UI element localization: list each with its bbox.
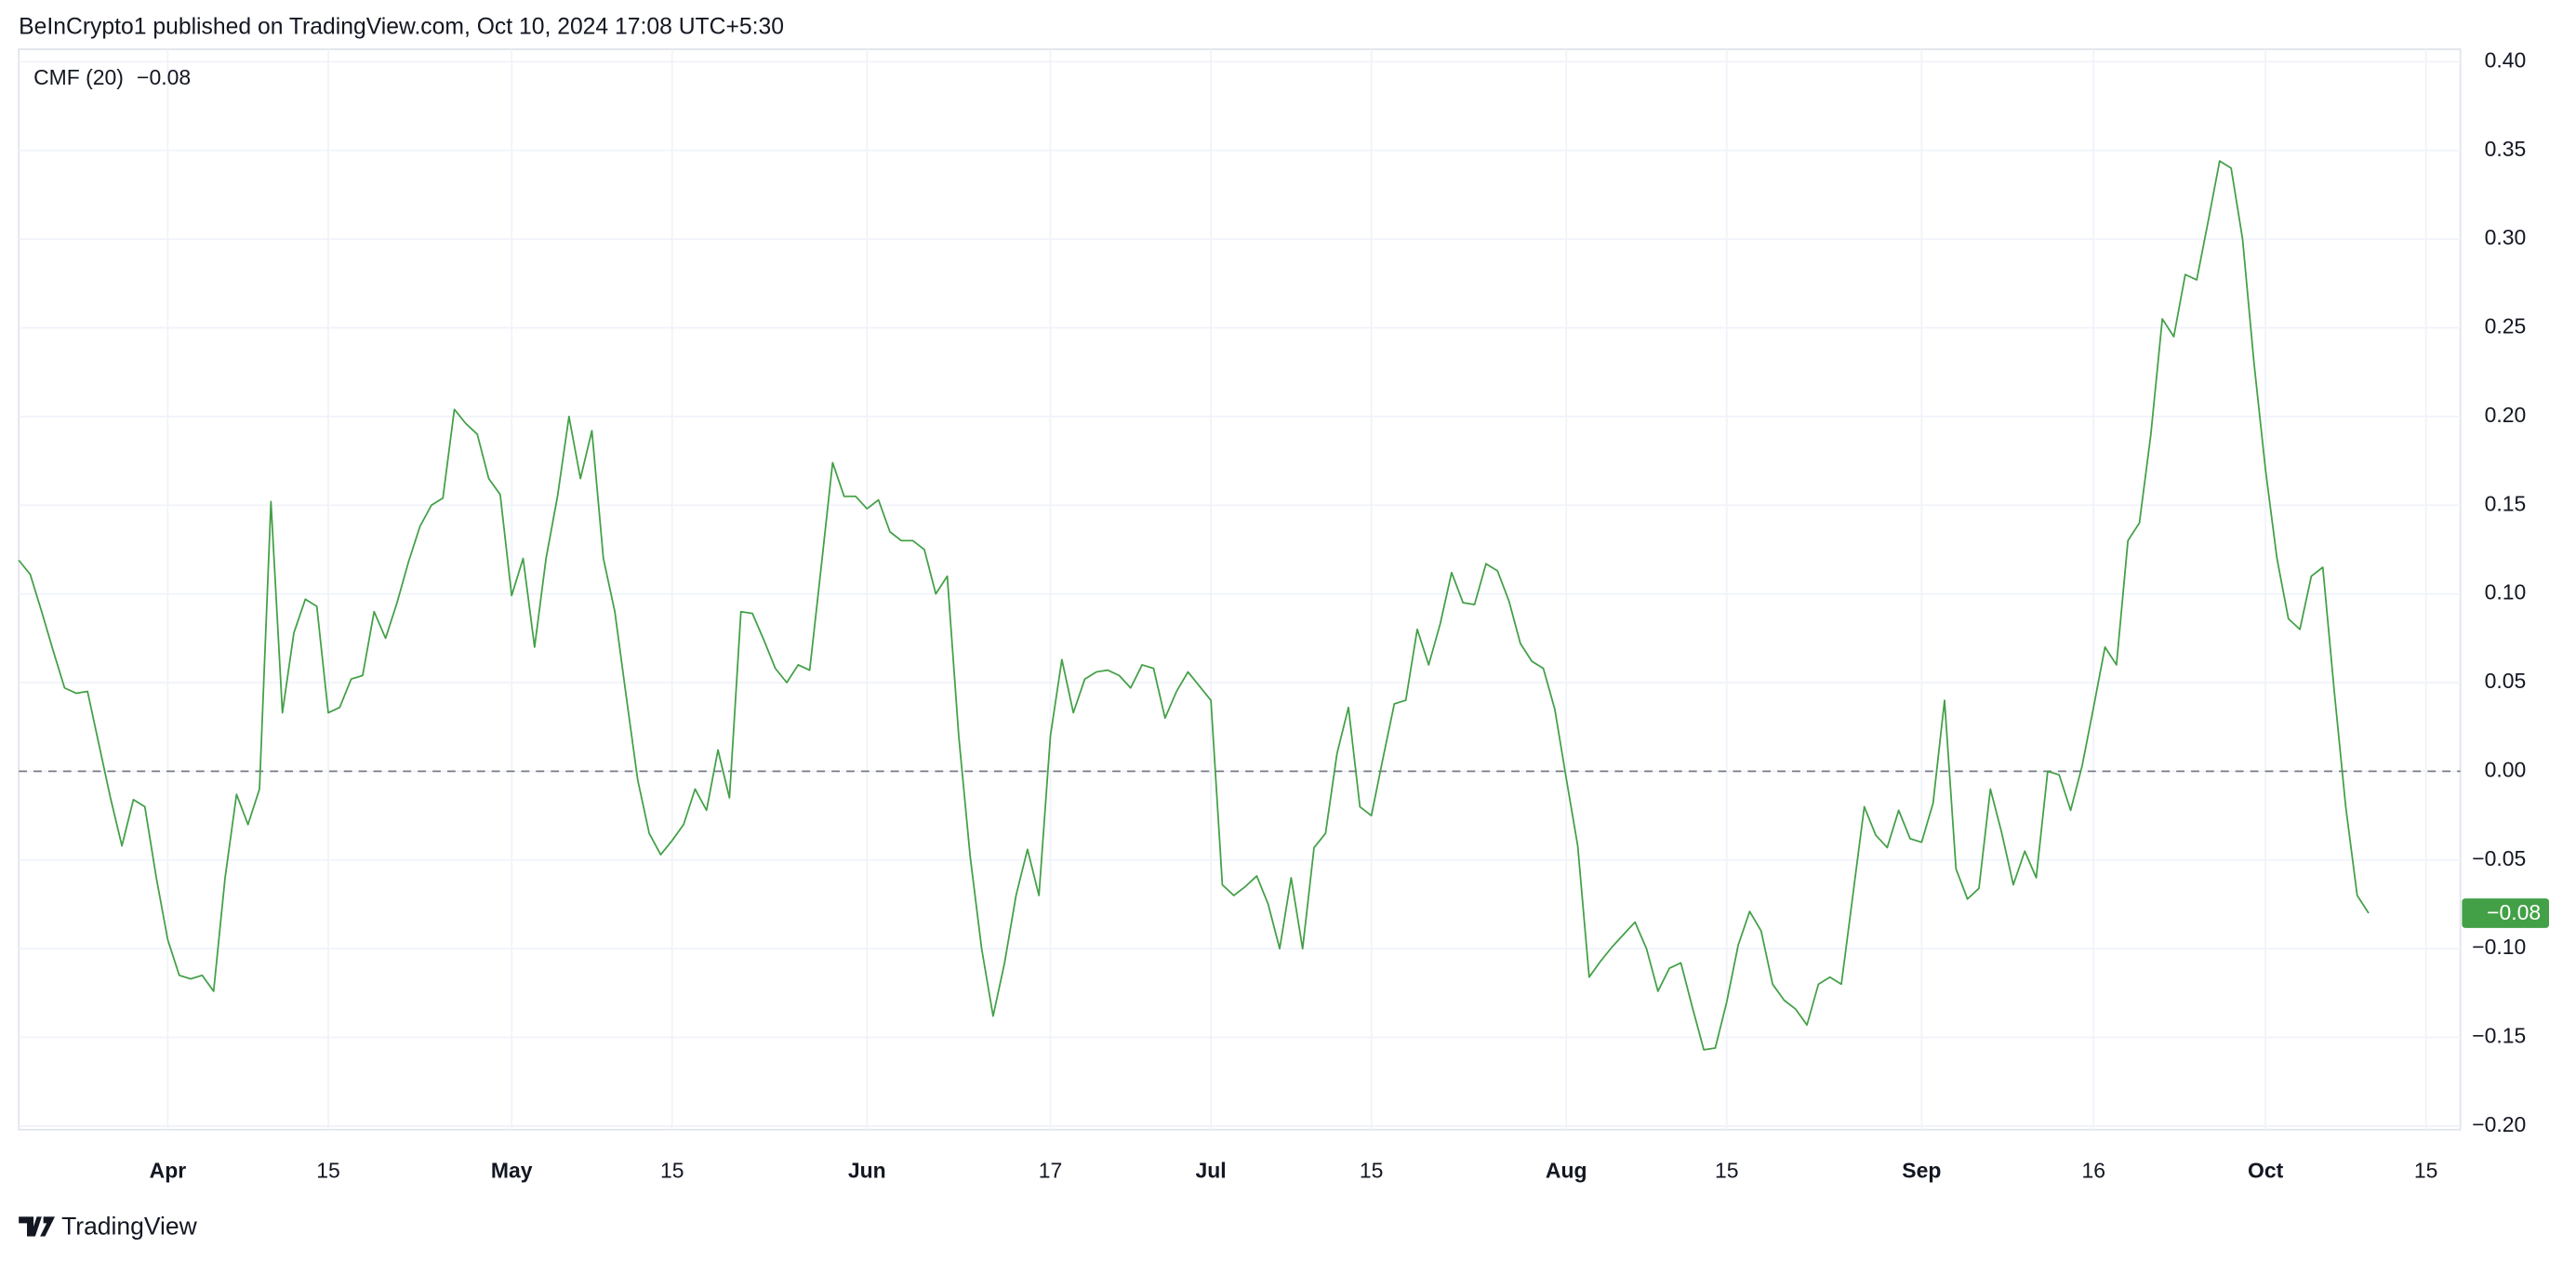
y-tick-label: 0.40: [2485, 47, 2527, 72]
legend-name: CMF (20): [33, 65, 124, 89]
y-tick-label: 0.35: [2485, 137, 2527, 161]
y-tick-label: 0.30: [2485, 225, 2527, 249]
x-tick-label: Apr: [150, 1159, 187, 1183]
y-tick-label: −0.20: [2472, 1112, 2526, 1136]
y-tick-label: 0.05: [2485, 669, 2527, 693]
x-tick-label: 17: [1039, 1159, 1063, 1183]
cmf-line: [18, 160, 2370, 1051]
y-tick-label: 0.15: [2485, 491, 2527, 515]
x-tick-label: 15: [2414, 1159, 2438, 1183]
x-tick-label: Sep: [1902, 1159, 1941, 1183]
y-tick-label: −0.05: [2472, 846, 2526, 870]
brand-name: TradingView: [61, 1213, 198, 1241]
x-tick-label: May: [491, 1159, 533, 1183]
x-tick-label: 15: [1360, 1159, 1384, 1183]
x-tick-label: 15: [1715, 1159, 1739, 1183]
y-tick-label: 0.25: [2485, 314, 2527, 338]
y-tick-label: 0.20: [2485, 403, 2527, 427]
x-tick-label: Oct: [2248, 1159, 2284, 1183]
last-value-label: −0.08: [2487, 900, 2541, 924]
x-tick-label: 15: [316, 1159, 340, 1183]
y-tick-label: 0.10: [2485, 580, 2527, 604]
publish-header: BeInCrypto1 published on TradingView.com…: [19, 15, 784, 40]
legend-value: −0.08: [137, 65, 191, 89]
x-tick-label: 16: [2081, 1159, 2105, 1183]
tradingview-logo: [19, 1216, 56, 1237]
x-tick-label: Jun: [848, 1159, 886, 1183]
y-tick-label: 0.00: [2485, 757, 2527, 781]
y-tick-label: −0.10: [2472, 935, 2526, 959]
y-tick-label: −0.15: [2472, 1024, 2526, 1048]
x-tick-label: Aug: [1546, 1159, 1587, 1183]
last-value-badge: [2462, 898, 2549, 928]
x-tick-label: Jul: [1196, 1159, 1227, 1183]
plot-border: [18, 48, 2462, 1131]
x-tick-label: 15: [660, 1159, 684, 1183]
